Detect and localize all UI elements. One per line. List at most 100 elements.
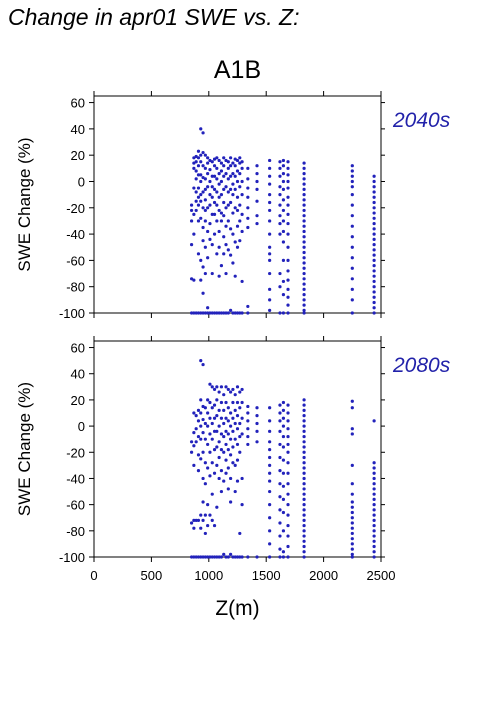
- data-point: [281, 416, 286, 420]
- data-point: [302, 182, 306, 186]
- data-point: [286, 513, 290, 517]
- data-point: [189, 219, 194, 223]
- data-point: [192, 166, 196, 170]
- x-tick-label: 500: [141, 568, 163, 583]
- data-point: [268, 429, 272, 433]
- data-point: [226, 419, 230, 423]
- data-point: [235, 179, 240, 184]
- data-point: [192, 278, 196, 282]
- data-point: [203, 461, 207, 465]
- data-point: [302, 408, 306, 412]
- data-point: [196, 149, 201, 153]
- data-point: [206, 306, 210, 310]
- data-point: [224, 458, 228, 462]
- data-point: [235, 195, 240, 199]
- data-point: [302, 424, 306, 428]
- data-point: [278, 429, 282, 433]
- data-point: [199, 278, 203, 282]
- data-point: [203, 166, 207, 170]
- data-point: [350, 500, 354, 504]
- data-point: [286, 482, 290, 486]
- data-point: [372, 279, 376, 284]
- data-point: [189, 555, 194, 559]
- data-point: [372, 497, 376, 501]
- data-point: [278, 555, 282, 559]
- data-point: [238, 185, 242, 189]
- data-point: [240, 229, 244, 234]
- data-point: [278, 521, 282, 525]
- data-point: [302, 292, 306, 297]
- data-point: [189, 203, 194, 207]
- data-point: [350, 406, 354, 410]
- data-point: [240, 555, 244, 559]
- data-point: [350, 427, 354, 431]
- data-point: [235, 555, 240, 559]
- data-point: [231, 387, 235, 392]
- data-point: [219, 179, 224, 184]
- data-point: [215, 311, 219, 315]
- data-point: [199, 424, 203, 428]
- data-point: [192, 212, 196, 216]
- data-point: [201, 150, 205, 155]
- data-point: [268, 174, 272, 178]
- data-point: [350, 235, 354, 239]
- data-point: [302, 166, 306, 170]
- data-point: [206, 555, 210, 559]
- data-point: [372, 471, 376, 475]
- data-point: [199, 359, 203, 363]
- data-point: [208, 203, 212, 207]
- data-point: [238, 390, 242, 394]
- y-tick-label: -40: [66, 471, 85, 486]
- data-point: [212, 403, 217, 407]
- data-point: [372, 513, 376, 517]
- data-point: [212, 174, 217, 178]
- data-point: [212, 471, 217, 475]
- data-point: [217, 182, 221, 186]
- data-point: [215, 177, 219, 181]
- data-point: [206, 442, 210, 447]
- data-point: [219, 264, 224, 268]
- data-point: [222, 311, 226, 315]
- data-point: [350, 537, 354, 541]
- data-point: [302, 261, 306, 265]
- data-point: [210, 195, 214, 199]
- data-point: [196, 311, 201, 315]
- data-point: [268, 287, 272, 291]
- data-point: [231, 211, 235, 215]
- data-point: [194, 427, 198, 431]
- data-point: [231, 461, 235, 465]
- data-point: [192, 518, 196, 522]
- data-point: [302, 256, 306, 260]
- data-point: [226, 177, 230, 181]
- data-point: [278, 185, 282, 189]
- data-point: [286, 492, 290, 496]
- data-point: [212, 164, 217, 168]
- data-point: [246, 304, 250, 309]
- data-point: [372, 476, 376, 481]
- data-point: [302, 471, 306, 475]
- data-point: [278, 419, 282, 423]
- data-point: [255, 406, 259, 410]
- data-point: [215, 463, 219, 467]
- data-point: [281, 198, 286, 202]
- data-point: [278, 508, 282, 512]
- data-point: [192, 555, 196, 559]
- data-point: [372, 237, 376, 241]
- data-point: [194, 160, 198, 164]
- page-title: Change in apr01 SWE vs. Z:: [8, 4, 300, 30]
- data-point: [199, 127, 203, 131]
- data-point: [229, 476, 233, 481]
- data-point: [278, 311, 282, 315]
- data-point: [246, 216, 250, 220]
- data-point: [240, 432, 244, 436]
- data-point: [281, 529, 286, 533]
- data-point: [286, 523, 290, 528]
- x-tick-label: 1000: [194, 568, 223, 583]
- data-point: [255, 421, 259, 426]
- data-point: [203, 219, 207, 223]
- data-point: [235, 224, 240, 228]
- data-point: [286, 427, 290, 431]
- data-point: [219, 311, 224, 315]
- data-point: [233, 421, 237, 426]
- data-point: [372, 211, 376, 215]
